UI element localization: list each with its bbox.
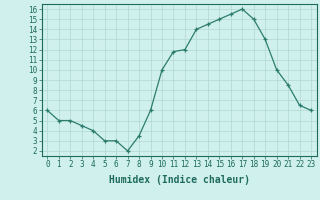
X-axis label: Humidex (Indice chaleur): Humidex (Indice chaleur) [109, 175, 250, 185]
